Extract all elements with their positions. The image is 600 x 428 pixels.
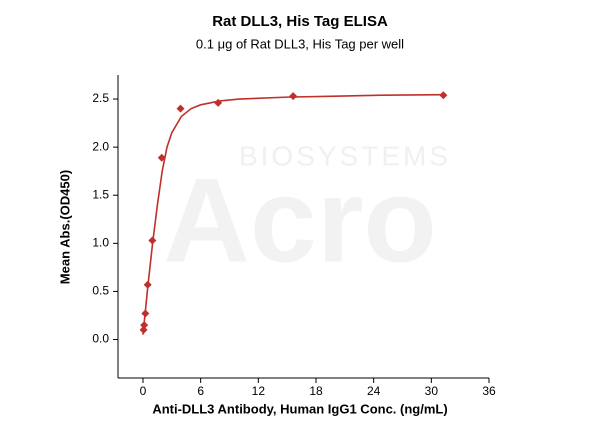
x-tick-label: 6 [197, 384, 204, 398]
data-point [157, 153, 166, 162]
x-tick-label: 24 [367, 384, 381, 398]
y-axis-label: Mean Abs.(OD450) [57, 170, 72, 284]
data-point [289, 92, 298, 101]
y-tick-label: 0.0 [92, 332, 109, 346]
y-tick-label: 0.5 [92, 284, 109, 298]
watermark: BIOSYSTEMS [239, 140, 451, 171]
data-point [214, 98, 223, 107]
x-tick-label: 0 [140, 384, 147, 398]
data-point [148, 236, 157, 245]
data-point [439, 91, 448, 100]
data-point [143, 280, 152, 289]
y-tick-label: 2.5 [92, 91, 109, 105]
y-tick-label: 1.0 [92, 236, 109, 250]
x-tick-label: 12 [252, 384, 266, 398]
x-tick-label: 36 [482, 384, 496, 398]
y-tick-label: 2.0 [92, 139, 109, 153]
fit-curve [142, 93, 444, 335]
data-point [176, 104, 185, 113]
data-point [141, 309, 150, 318]
data-point [139, 325, 148, 334]
chart-title: Rat DLL3, His Tag ELISA [212, 13, 388, 30]
watermark: Acro [163, 154, 436, 288]
x-axis-label: Anti-DLL3 Antibody, Human IgG1 Conc. (ng… [152, 401, 447, 416]
y-tick-label: 1.5 [92, 187, 109, 201]
data-point [140, 321, 149, 330]
x-tick-label: 30 [425, 384, 439, 398]
x-tick-label: 18 [309, 384, 323, 398]
chart-subtitle: 0.1 μg of Rat DLL3, His Tag per well [196, 36, 404, 51]
